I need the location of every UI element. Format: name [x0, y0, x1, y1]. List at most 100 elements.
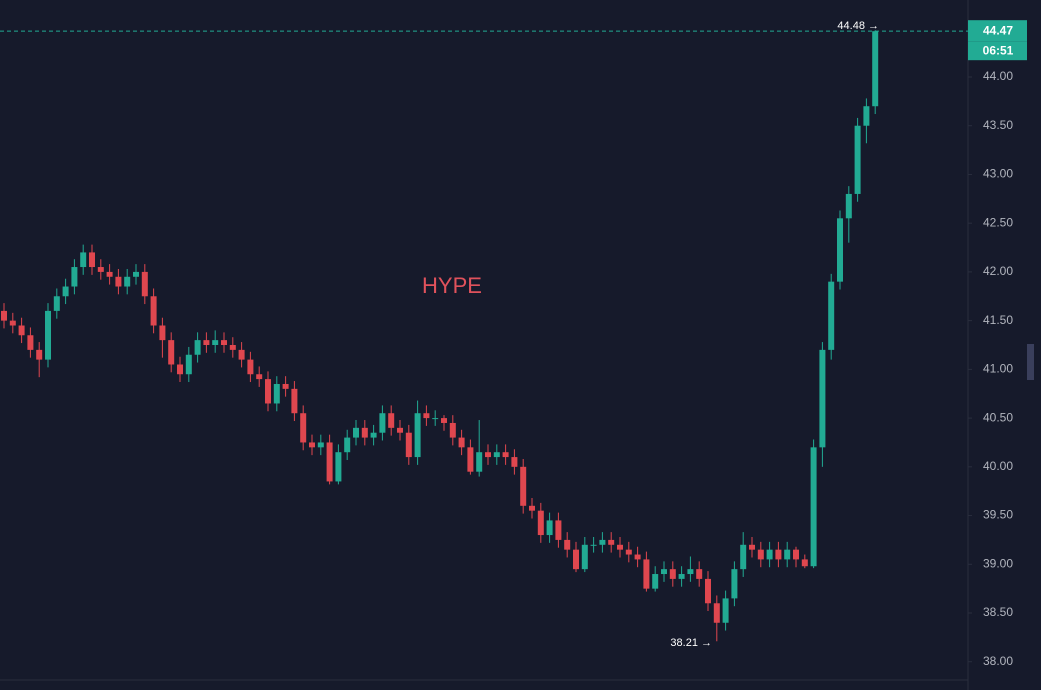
y-tick-label: 43.50 — [983, 118, 1013, 132]
candle-body — [634, 554, 641, 560]
candle-body — [265, 379, 271, 404]
candle-body — [71, 267, 78, 287]
candle-body — [590, 544, 597, 546]
candle-body — [405, 432, 412, 458]
candle-body — [203, 340, 210, 345]
candle-body — [705, 578, 711, 604]
candle-body — [62, 286, 69, 297]
candle-body — [599, 539, 606, 545]
y-tick-label: 42.50 — [983, 215, 1013, 229]
y-tick-label: 40.50 — [983, 410, 1013, 424]
candle-body — [722, 598, 729, 623]
candle-body — [282, 383, 289, 389]
candle-body — [713, 603, 720, 623]
high-marker: 44.48 → — [837, 20, 879, 32]
candle-body — [106, 271, 113, 277]
candle-body — [740, 544, 747, 570]
candle-body — [643, 559, 650, 589]
candle-body — [845, 193, 852, 219]
candle-body — [485, 452, 491, 458]
candle-body — [625, 549, 632, 555]
candle-body — [731, 569, 738, 599]
candle-body — [537, 510, 544, 536]
candle-body — [617, 544, 623, 550]
candle-body — [801, 559, 808, 567]
candle-body — [159, 325, 166, 341]
y-tick-label: 44.00 — [983, 69, 1013, 83]
y-tick-label: 43.00 — [983, 167, 1013, 181]
candle-body — [344, 437, 351, 453]
candle-body — [133, 271, 139, 277]
low-marker: 38.21 → — [670, 637, 712, 649]
candle-body — [757, 549, 764, 560]
candle-body — [872, 31, 879, 107]
candle-body — [273, 383, 280, 404]
candle-body — [784, 549, 791, 560]
y-tick-label: 40.00 — [983, 459, 1013, 473]
side-tab[interactable] — [1027, 344, 1034, 380]
candle-body — [608, 539, 615, 545]
candle-body — [247, 359, 254, 375]
candle-body — [810, 447, 817, 567]
y-tick-label: 41.00 — [983, 362, 1013, 376]
candle-body — [414, 413, 421, 458]
candle-body — [238, 349, 245, 360]
candle-body — [520, 466, 527, 506]
candle-body — [309, 442, 315, 448]
candle-body — [221, 340, 227, 345]
candle-body — [458, 437, 465, 448]
candle-body — [326, 442, 333, 482]
candle-body — [317, 442, 324, 448]
candle-body — [573, 549, 579, 570]
candle-body — [511, 457, 518, 467]
candle-body — [168, 340, 175, 365]
y-tick-label: 38.00 — [983, 654, 1013, 668]
candle-body — [36, 349, 43, 360]
candle-body — [291, 388, 298, 414]
candle-body — [555, 520, 562, 540]
candle-body — [687, 569, 694, 575]
candle-body — [1, 310, 7, 321]
candle-body — [53, 296, 60, 311]
candle-body — [863, 106, 870, 126]
candle-body — [379, 413, 386, 433]
watermark: HYPE — [422, 273, 482, 298]
candle-body — [775, 549, 782, 560]
candle-body — [80, 252, 87, 268]
candle-body — [432, 418, 439, 420]
candle-body — [678, 574, 685, 579]
candle-body — [361, 427, 368, 438]
candle-body — [194, 340, 201, 355]
candle-body — [581, 544, 588, 570]
candle-body — [177, 364, 183, 375]
candle-body — [749, 544, 755, 550]
candle-body — [546, 520, 553, 536]
candle-body — [256, 374, 263, 380]
candle-body — [493, 452, 500, 458]
countdown-box — [968, 41, 1027, 61]
candle-body — [18, 325, 25, 336]
y-tick-label: 39.50 — [983, 508, 1013, 522]
candle-body — [652, 574, 659, 589]
candle-body — [766, 549, 773, 560]
candle-body — [9, 320, 16, 326]
candle-body — [441, 418, 447, 423]
candle-body — [370, 432, 377, 438]
candle-body — [150, 296, 157, 326]
candle-body — [476, 452, 483, 472]
y-tick-label: 38.50 — [983, 605, 1013, 619]
candle-body — [854, 125, 861, 194]
candle-body — [124, 276, 131, 287]
candle-body — [397, 427, 403, 433]
countdown-label: 06:51 — [983, 43, 1014, 57]
candle-body — [502, 452, 509, 458]
candle-body — [388, 413, 395, 428]
candle-body — [141, 271, 148, 297]
candle-body — [353, 427, 359, 438]
last-price-box — [968, 20, 1027, 42]
y-tick-label: 41.50 — [983, 313, 1013, 327]
candle-body — [449, 422, 456, 438]
candle-body — [661, 569, 667, 575]
